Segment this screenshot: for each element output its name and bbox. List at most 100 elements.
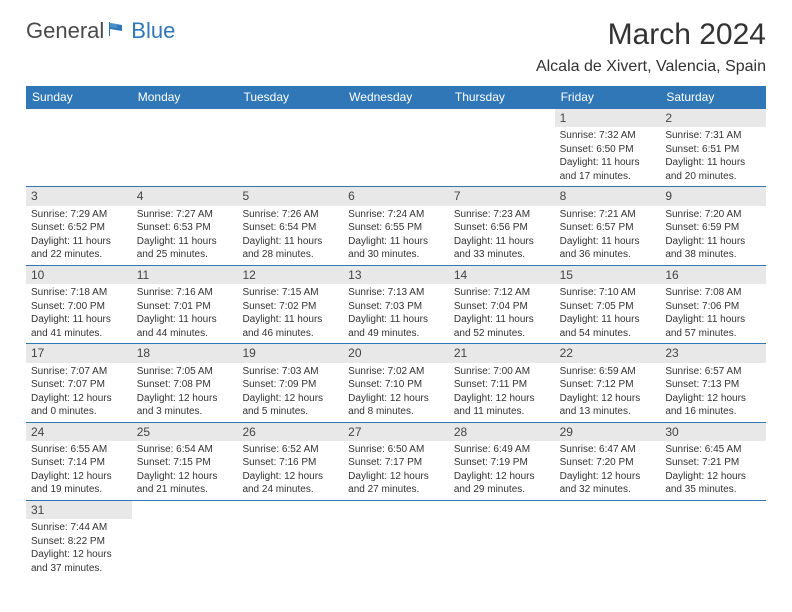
day-data: Sunrise: 7:00 AMSunset: 7:11 PMDaylight:… <box>449 363 555 422</box>
day-cell: 1Sunrise: 7:32 AMSunset: 6:50 PMDaylight… <box>555 109 661 186</box>
day-cell: 30Sunrise: 6:45 AMSunset: 7:21 PMDayligh… <box>660 423 766 500</box>
day-dl1: Daylight: 11 hours <box>242 235 338 249</box>
day-cell: 22Sunrise: 6:59 AMSunset: 7:12 PMDayligh… <box>555 344 661 421</box>
week-row: 1Sunrise: 7:32 AMSunset: 6:50 PMDaylight… <box>26 109 766 187</box>
day-ss: Sunset: 6:52 PM <box>31 221 127 235</box>
day-sr: Sunrise: 7:18 AM <box>31 286 127 300</box>
day-dl1: Daylight: 11 hours <box>560 313 656 327</box>
day-dl2: and 32 minutes. <box>560 483 656 497</box>
day-dl1: Daylight: 11 hours <box>454 235 550 249</box>
day-sr: Sunrise: 7:26 AM <box>242 208 338 222</box>
day-ss: Sunset: 6:53 PM <box>137 221 233 235</box>
title-block: March 2024 Alcala de Xivert, Valencia, S… <box>536 18 766 76</box>
day-data: Sunrise: 7:02 AMSunset: 7:10 PMDaylight:… <box>343 363 449 422</box>
day-dl1: Daylight: 11 hours <box>665 156 761 170</box>
day-cell <box>449 109 555 186</box>
day-number: 6 <box>343 187 449 205</box>
day-dl2: and 17 minutes. <box>560 170 656 184</box>
day-cell: 21Sunrise: 7:00 AMSunset: 7:11 PMDayligh… <box>449 344 555 421</box>
day-data: Sunrise: 7:29 AMSunset: 6:52 PMDaylight:… <box>26 206 132 265</box>
day-ss: Sunset: 7:15 PM <box>137 456 233 470</box>
weekday-header-row: Sunday Monday Tuesday Wednesday Thursday… <box>26 86 766 109</box>
day-data: Sunrise: 7:44 AMSunset: 8:22 PMDaylight:… <box>26 519 132 578</box>
week-row: 10Sunrise: 7:18 AMSunset: 7:00 PMDayligh… <box>26 266 766 344</box>
day-dl1: Daylight: 11 hours <box>31 235 127 249</box>
day-cell: 3Sunrise: 7:29 AMSunset: 6:52 PMDaylight… <box>26 187 132 264</box>
day-dl1: Daylight: 11 hours <box>665 235 761 249</box>
day-dl2: and 16 minutes. <box>665 405 761 419</box>
day-cell: 5Sunrise: 7:26 AMSunset: 6:54 PMDaylight… <box>237 187 343 264</box>
day-cell: 15Sunrise: 7:10 AMSunset: 7:05 PMDayligh… <box>555 266 661 343</box>
day-cell: 27Sunrise: 6:50 AMSunset: 7:17 PMDayligh… <box>343 423 449 500</box>
day-dl2: and 52 minutes. <box>454 327 550 341</box>
day-cell: 25Sunrise: 6:54 AMSunset: 7:15 PMDayligh… <box>132 423 238 500</box>
day-data <box>343 505 449 510</box>
weekday-header: Friday <box>555 86 661 109</box>
day-data <box>132 505 238 510</box>
day-ss: Sunset: 7:21 PM <box>665 456 761 470</box>
day-data: Sunrise: 7:10 AMSunset: 7:05 PMDaylight:… <box>555 284 661 343</box>
day-cell <box>132 109 238 186</box>
day-data: Sunrise: 7:12 AMSunset: 7:04 PMDaylight:… <box>449 284 555 343</box>
weekday-header: Saturday <box>660 86 766 109</box>
day-sr: Sunrise: 7:44 AM <box>31 521 127 535</box>
header: General Blue March 2024 Alcala de Xivert… <box>0 0 792 78</box>
day-number: 9 <box>660 187 766 205</box>
day-dl2: and 46 minutes. <box>242 327 338 341</box>
day-cell: 23Sunrise: 6:57 AMSunset: 7:13 PMDayligh… <box>660 344 766 421</box>
day-data: Sunrise: 6:54 AMSunset: 7:15 PMDaylight:… <box>132 441 238 500</box>
day-cell: 14Sunrise: 7:12 AMSunset: 7:04 PMDayligh… <box>449 266 555 343</box>
day-cell: 9Sunrise: 7:20 AMSunset: 6:59 PMDaylight… <box>660 187 766 264</box>
day-data: Sunrise: 7:27 AMSunset: 6:53 PMDaylight:… <box>132 206 238 265</box>
day-sr: Sunrise: 6:47 AM <box>560 443 656 457</box>
day-cell: 12Sunrise: 7:15 AMSunset: 7:02 PMDayligh… <box>237 266 343 343</box>
day-dl1: Daylight: 12 hours <box>348 470 444 484</box>
day-dl1: Daylight: 12 hours <box>560 470 656 484</box>
day-ss: Sunset: 7:08 PM <box>137 378 233 392</box>
day-cell: 7Sunrise: 7:23 AMSunset: 6:56 PMDaylight… <box>449 187 555 264</box>
day-ss: Sunset: 7:09 PM <box>242 378 338 392</box>
day-dl1: Daylight: 12 hours <box>454 392 550 406</box>
day-dl2: and 33 minutes. <box>454 248 550 262</box>
day-sr: Sunrise: 7:08 AM <box>665 286 761 300</box>
day-ss: Sunset: 7:07 PM <box>31 378 127 392</box>
day-data <box>26 113 132 118</box>
day-data: Sunrise: 6:47 AMSunset: 7:20 PMDaylight:… <box>555 441 661 500</box>
day-ss: Sunset: 7:12 PM <box>560 378 656 392</box>
day-sr: Sunrise: 7:00 AM <box>454 365 550 379</box>
day-cell: 20Sunrise: 7:02 AMSunset: 7:10 PMDayligh… <box>343 344 449 421</box>
day-sr: Sunrise: 6:50 AM <box>348 443 444 457</box>
day-sr: Sunrise: 7:23 AM <box>454 208 550 222</box>
logo: General Blue <box>26 18 175 44</box>
day-cell <box>237 501 343 578</box>
day-sr: Sunrise: 7:15 AM <box>242 286 338 300</box>
day-cell <box>660 501 766 578</box>
day-dl1: Daylight: 11 hours <box>31 313 127 327</box>
day-number: 1 <box>555 109 661 127</box>
day-number: 12 <box>237 266 343 284</box>
day-dl2: and 13 minutes. <box>560 405 656 419</box>
location: Alcala de Xivert, Valencia, Spain <box>536 58 766 76</box>
day-sr: Sunrise: 6:52 AM <box>242 443 338 457</box>
day-sr: Sunrise: 7:20 AM <box>665 208 761 222</box>
day-number: 27 <box>343 423 449 441</box>
day-dl1: Daylight: 12 hours <box>31 392 127 406</box>
day-dl2: and 54 minutes. <box>560 327 656 341</box>
day-ss: Sunset: 7:14 PM <box>31 456 127 470</box>
day-dl2: and 35 minutes. <box>665 483 761 497</box>
day-number: 10 <box>26 266 132 284</box>
day-cell: 10Sunrise: 7:18 AMSunset: 7:00 PMDayligh… <box>26 266 132 343</box>
day-number: 30 <box>660 423 766 441</box>
day-data: Sunrise: 7:21 AMSunset: 6:57 PMDaylight:… <box>555 206 661 265</box>
day-data: Sunrise: 7:08 AMSunset: 7:06 PMDaylight:… <box>660 284 766 343</box>
day-cell: 26Sunrise: 6:52 AMSunset: 7:16 PMDayligh… <box>237 423 343 500</box>
day-data <box>660 505 766 510</box>
day-ss: Sunset: 6:55 PM <box>348 221 444 235</box>
day-data <box>237 505 343 510</box>
day-number: 2 <box>660 109 766 127</box>
weekday-header: Monday <box>132 86 238 109</box>
day-cell: 31Sunrise: 7:44 AMSunset: 8:22 PMDayligh… <box>26 501 132 578</box>
day-data: Sunrise: 7:03 AMSunset: 7:09 PMDaylight:… <box>237 363 343 422</box>
day-ss: Sunset: 7:13 PM <box>665 378 761 392</box>
day-sr: Sunrise: 7:13 AM <box>348 286 444 300</box>
